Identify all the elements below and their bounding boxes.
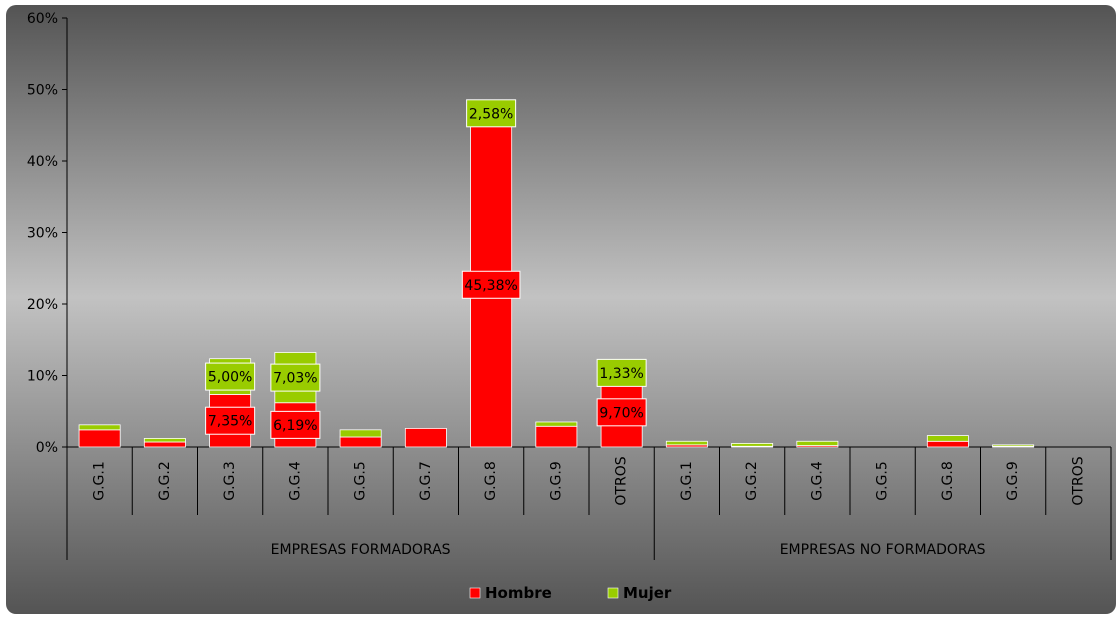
bar-hombre (143, 441, 186, 448)
data-label-box (466, 99, 517, 128)
group-label: EMPRESAS FORMADORAS (271, 542, 451, 558)
y-tick-label: 10% (27, 369, 58, 385)
bar-mujer (535, 421, 578, 427)
x-tick-label: G.G.4 (809, 461, 825, 501)
x-tick-label: G.G.2 (157, 461, 173, 501)
bar-mujer (143, 438, 186, 443)
data-label-box (596, 358, 647, 387)
data-label: 9,70% (599, 405, 643, 421)
legend-swatch-hombre (469, 587, 481, 599)
y-tick-label: 60% (27, 11, 58, 27)
bar-mujer (796, 440, 839, 446)
legend-label-mujer: Mujer (623, 584, 672, 602)
x-tick-label: G.G.4 (287, 461, 303, 501)
data-label-layer: 7,35% 5,00% 6,19% 7,03% 45,38% 2,58% 9,70% 1,33… (205, 99, 647, 439)
bar-hombre (535, 425, 578, 448)
data-label: 7,03% (273, 371, 317, 387)
x-tick-label: OTROS (1070, 456, 1086, 505)
y-tick-label: 50% (27, 83, 58, 99)
x-tick-label: OTROS (614, 456, 630, 505)
y-tick-label: 20% (27, 297, 58, 313)
bar-mujer (731, 443, 774, 447)
x-tick-label: G.G.2 (744, 461, 760, 501)
x-tick-label: G.G.8 (940, 461, 956, 501)
x-tick-label: G.G.7 (418, 461, 434, 501)
bar-mujer (992, 444, 1035, 447)
x-tick-label: G.G.9 (548, 461, 564, 501)
x-tick-label: G.G.5 (353, 461, 369, 501)
bar-hombre (926, 440, 969, 448)
bar-hombre (339, 436, 382, 448)
bar-mujer (78, 424, 121, 431)
data-label: 45,38% (464, 278, 517, 294)
data-label: 1,33% (599, 366, 643, 382)
bar-mujer (926, 435, 969, 442)
y-tick-label: 30% (27, 226, 58, 242)
chart-background (6, 5, 1116, 614)
data-label-box (205, 362, 256, 391)
x-tick-label: G.G.1 (679, 461, 695, 501)
data-label-box (270, 363, 321, 392)
data-label: 6,19% (273, 418, 317, 434)
data-label: 2,58% (469, 106, 513, 122)
x-tick-label: G.G.3 (222, 461, 238, 501)
x-tick-label: G.G.1 (92, 461, 108, 501)
x-tick-label: G.G.8 (483, 461, 499, 501)
bar-hombre (404, 428, 447, 448)
legend: Hombre Mujer (469, 584, 672, 602)
bar-hombre (78, 429, 121, 448)
y-tick-label: 0% (36, 440, 58, 456)
y-tick-label: 40% (27, 154, 58, 170)
data-label-box (270, 410, 321, 439)
x-tick-label: G.G.9 (1005, 461, 1021, 501)
axis-layer: 0% 10% 20% 30% 40% 50% 60% G.G.1 G.G.2 G.G.3 G.G.4… (27, 11, 1112, 560)
data-label-box (461, 270, 521, 299)
legend-label-hombre: Hombre (485, 584, 552, 602)
data-label-box (596, 398, 647, 427)
data-label: 7,35% (208, 414, 252, 430)
group-label: EMPRESAS NO FORMADORAS (780, 542, 986, 558)
data-label-box (205, 406, 256, 435)
x-tick-label: G.G.5 (875, 461, 891, 501)
legend-swatch-mujer (607, 587, 619, 599)
data-label: 5,00% (208, 370, 252, 386)
bar-mujer (665, 440, 708, 446)
bar-mujer (339, 429, 382, 438)
